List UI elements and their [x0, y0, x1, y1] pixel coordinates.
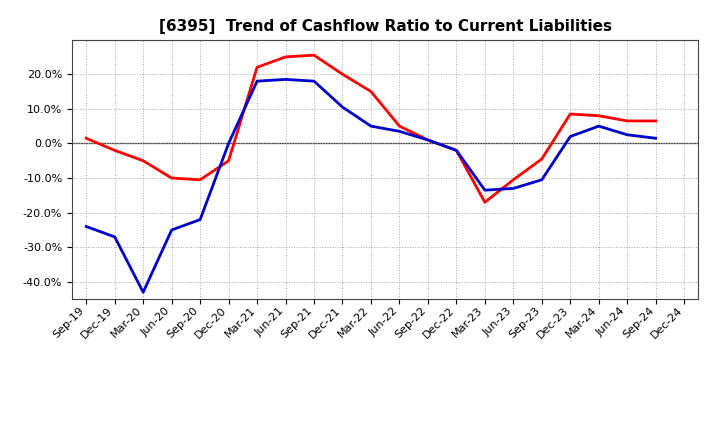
- Line: Free CF to Current Liabilities: Free CF to Current Liabilities: [86, 79, 656, 292]
- Free CF to Current Liabilities: [652, 136, 660, 141]
- Free CF to Current Liabilities: [167, 227, 176, 233]
- Line: Operating CF to Current Liabilities: Operating CF to Current Liabilities: [86, 55, 656, 202]
- Operating CF to Current Liabilities: [652, 118, 660, 124]
- Operating CF to Current Liabilities: [509, 177, 518, 183]
- Free CF to Current Liabilities: [623, 132, 631, 137]
- Operating CF to Current Liabilities: [225, 158, 233, 163]
- Operating CF to Current Liabilities: [537, 156, 546, 161]
- Operating CF to Current Liabilities: [110, 148, 119, 153]
- Free CF to Current Liabilities: [253, 78, 261, 84]
- Free CF to Current Liabilities: [423, 137, 432, 143]
- Free CF to Current Liabilities: [509, 186, 518, 191]
- Operating CF to Current Liabilities: [623, 118, 631, 124]
- Free CF to Current Liabilities: [452, 148, 461, 153]
- Free CF to Current Liabilities: [196, 217, 204, 222]
- Operating CF to Current Liabilities: [196, 177, 204, 183]
- Operating CF to Current Liabilities: [595, 113, 603, 118]
- Operating CF to Current Liabilities: [139, 158, 148, 163]
- Free CF to Current Liabilities: [480, 187, 489, 193]
- Operating CF to Current Liabilities: [366, 89, 375, 94]
- Operating CF to Current Liabilities: [167, 176, 176, 181]
- Free CF to Current Liabilities: [595, 124, 603, 129]
- Operating CF to Current Liabilities: [395, 124, 404, 129]
- Operating CF to Current Liabilities: [566, 111, 575, 117]
- Free CF to Current Liabilities: [225, 141, 233, 146]
- Free CF to Current Liabilities: [310, 78, 318, 84]
- Operating CF to Current Liabilities: [253, 65, 261, 70]
- Operating CF to Current Liabilities: [310, 52, 318, 58]
- Free CF to Current Liabilities: [139, 290, 148, 295]
- Free CF to Current Liabilities: [82, 224, 91, 229]
- Free CF to Current Liabilities: [338, 104, 347, 110]
- Operating CF to Current Liabilities: [82, 136, 91, 141]
- Free CF to Current Liabilities: [282, 77, 290, 82]
- Free CF to Current Liabilities: [366, 124, 375, 129]
- Title: [6395]  Trend of Cashflow Ratio to Current Liabilities: [6395] Trend of Cashflow Ratio to Curren…: [158, 19, 612, 34]
- Operating CF to Current Liabilities: [282, 54, 290, 59]
- Free CF to Current Liabilities: [395, 128, 404, 134]
- Operating CF to Current Liabilities: [338, 72, 347, 77]
- Free CF to Current Liabilities: [566, 134, 575, 139]
- Operating CF to Current Liabilities: [480, 200, 489, 205]
- Operating CF to Current Liabilities: [452, 148, 461, 153]
- Free CF to Current Liabilities: [110, 234, 119, 239]
- Free CF to Current Liabilities: [537, 177, 546, 183]
- Operating CF to Current Liabilities: [423, 137, 432, 143]
